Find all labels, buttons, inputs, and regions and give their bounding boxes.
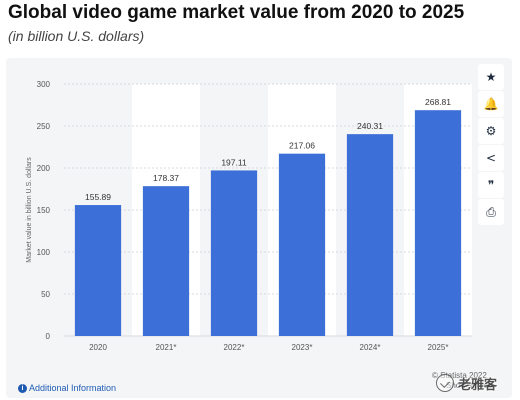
chart-toolbar: ★ 🔔 ⚙ < ❞ ⎙ [478,64,508,226]
bar [210,170,258,336]
data-label: 240.31 [357,121,383,131]
data-label: 178.37 [153,173,179,183]
y-tick-label: 200 [37,164,51,173]
x-tick-label: 2021* [156,343,177,352]
additional-information-link[interactable]: i Additional Information [18,383,117,394]
print-icon: ⎙ [486,204,496,219]
y-tick-label: 50 [41,290,50,299]
bar-chart: 0 50 100 150 200 250 300 Market value in billio… [26,80,472,352]
bar [74,205,122,336]
data-label: 197.11 [221,157,247,167]
x-tick-label: 2022* [224,343,245,352]
chart-card: 0 50 100 150 200 250 300 Market value in billio… [6,58,512,398]
data-label: 268.81 [425,97,451,107]
gear-button[interactable]: ⚙ [478,118,504,144]
x-tick-label: 2024* [360,343,381,352]
bar [414,110,462,336]
bell-button[interactable]: 🔔 [478,91,504,117]
y-tick-label: 300 [37,80,51,89]
bar [346,134,394,336]
star-button[interactable]: ★ [478,64,504,90]
print-button[interactable]: ⎙ [478,199,504,225]
info-icon: i [18,384,27,394]
bell-icon: 🔔 [483,97,499,111]
share-button[interactable]: < [478,145,504,171]
show-source-link[interactable]: Show source [446,381,493,390]
data-label: 217.06 [289,141,315,151]
y-tick-label: 100 [37,248,51,257]
share-icon: < [485,151,497,165]
x-tick-label: 2020 [89,343,107,352]
data-label: 155.89 [85,192,111,202]
x-tick-label: 2023* [292,343,313,352]
additional-information-label: Additional Information [29,383,117,393]
y-tick-label: 0 [46,332,51,341]
chart-subtitle: (in billion U.S. dollars) [8,28,145,44]
statista-credit: © Statista 2022 [432,371,487,380]
quote-icon: ❞ [487,178,495,192]
quote-button[interactable]: ❞ [478,172,504,198]
chart-title: Global video game market value from 2020… [8,2,465,23]
y-tick-label: 150 [37,206,51,215]
y-axis-label: Market value in billion U.S. dollars [26,157,33,263]
x-tick-label: 2025* [428,343,449,352]
bar [278,153,326,336]
bar [142,186,190,336]
gear-icon: ⚙ [485,124,497,138]
y-tick-label: 250 [37,122,51,131]
star-icon: ★ [485,70,497,84]
